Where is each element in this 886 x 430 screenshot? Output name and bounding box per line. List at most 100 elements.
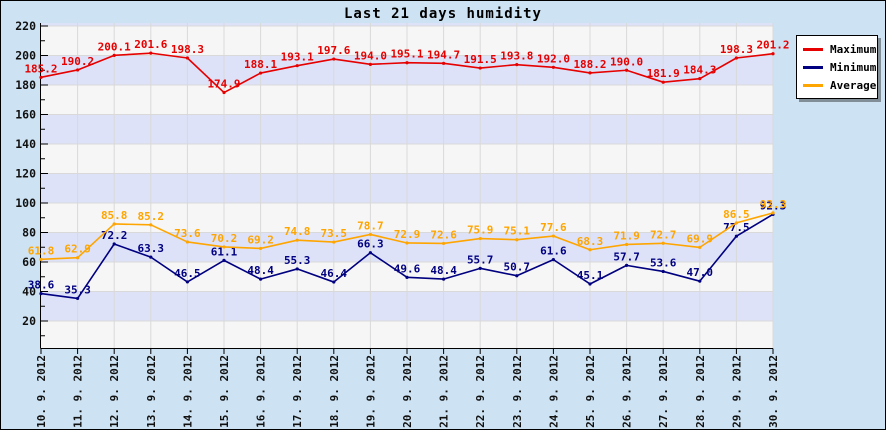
- y-tick-label: 60: [22, 255, 36, 269]
- x-tick-label: 14. 9. 2012: [181, 355, 194, 428]
- legend: Maximum Minimum Average: [796, 35, 878, 99]
- x-tick-label: 16. 9. 2012: [255, 355, 268, 428]
- data-point: [185, 240, 189, 244]
- x-tick-label: 17. 9. 2012: [291, 355, 304, 428]
- chart-title: Last 21 days humidity: [343, 6, 542, 22]
- data-label: 50.7: [504, 261, 531, 274]
- data-point: [39, 75, 43, 79]
- data-label: 190.0: [610, 55, 643, 68]
- data-point: [295, 64, 299, 68]
- x-tick-label: 10. 9. 2012: [35, 355, 48, 428]
- legend-item-minimum: Minimum: [803, 58, 876, 76]
- x-tick-label: 25. 9. 2012: [584, 355, 597, 428]
- data-label: 197.6: [317, 44, 350, 57]
- x-tick-label: 23. 9. 2012: [511, 355, 524, 428]
- data-point: [112, 222, 116, 226]
- x-tick-label: 28. 9. 2012: [694, 355, 707, 428]
- data-label: 194.0: [354, 49, 387, 62]
- data-point: [771, 52, 775, 56]
- data-label: 72.7: [650, 228, 677, 241]
- data-label: 198.3: [171, 43, 204, 56]
- data-point: [698, 245, 702, 249]
- data-label: 61.8: [28, 244, 55, 257]
- data-point: [478, 236, 482, 241]
- data-label: 53.6: [650, 256, 677, 269]
- data-label: 201.6: [134, 38, 167, 51]
- data-point: [625, 263, 629, 267]
- data-point: [112, 53, 116, 57]
- data-label: 188.2: [573, 58, 606, 71]
- data-label: 55.3: [284, 254, 311, 267]
- data-point: [39, 291, 43, 296]
- data-label: 188.1: [244, 58, 277, 71]
- data-point: [625, 242, 629, 247]
- data-label: 201.2: [756, 39, 789, 52]
- data-label: 68.3: [577, 235, 604, 248]
- data-point: [149, 255, 153, 259]
- x-tick-label: 26. 9. 2012: [621, 355, 634, 428]
- legend-swatch-maximum: [803, 47, 823, 51]
- x-tick-label: 22. 9. 2012: [474, 355, 487, 428]
- data-label: 77.5: [723, 221, 750, 234]
- data-point: [222, 90, 226, 95]
- data-point: [551, 65, 556, 69]
- x-tick-label: 24. 9. 2012: [547, 355, 560, 428]
- y-tick-label: 120: [15, 167, 36, 181]
- data-label: 38.6: [28, 279, 55, 292]
- data-label: 181.9: [647, 67, 680, 80]
- x-tick-label: 18. 9. 2012: [328, 355, 341, 428]
- data-point: [368, 251, 372, 255]
- data-point: [515, 274, 519, 278]
- data-point: [185, 280, 189, 284]
- data-point: [295, 238, 299, 242]
- data-point: [222, 258, 226, 262]
- data-point: [259, 71, 263, 75]
- data-label: 57.7: [613, 250, 640, 263]
- y-tick-label: 80: [22, 226, 36, 240]
- data-point: [734, 56, 739, 60]
- data-label: 77.6: [540, 221, 567, 234]
- y-tick-label: 220: [15, 19, 36, 33]
- data-point: [661, 269, 665, 274]
- x-tick-label: 29. 9. 2012: [730, 355, 743, 428]
- y-tick-label: 20: [22, 314, 36, 328]
- data-label: 198.3: [720, 43, 753, 56]
- data-label: 194.7: [427, 48, 460, 61]
- data-point: [76, 68, 80, 72]
- data-point: [698, 77, 702, 81]
- x-tick-label: 19. 9. 2012: [364, 355, 377, 428]
- data-label: 72.2: [101, 229, 128, 242]
- data-point: [295, 267, 299, 271]
- x-tick-label: 21. 9. 2012: [438, 355, 451, 428]
- y-tick-label: 160: [15, 108, 36, 122]
- data-label: 70.2: [211, 232, 238, 245]
- data-point: [76, 256, 80, 260]
- data-point: [734, 234, 739, 238]
- data-label: 72.6: [430, 228, 457, 241]
- x-tick-label: 12. 9. 2012: [108, 355, 121, 428]
- data-point: [222, 245, 226, 249]
- data-label: 73.6: [174, 227, 201, 240]
- data-label: 63.3: [138, 242, 165, 255]
- y-tick-label: 100: [15, 196, 36, 210]
- data-label: 45.1: [577, 269, 604, 282]
- data-point: [588, 71, 592, 75]
- data-label: 92.3: [760, 199, 787, 212]
- data-point: [76, 296, 80, 301]
- data-label: 184.3: [683, 64, 716, 77]
- legend-swatch-minimum: [803, 65, 823, 69]
- data-point: [442, 277, 446, 281]
- data-label: 71.9: [613, 229, 640, 242]
- data-point: [185, 56, 189, 60]
- data-label: 193.8: [500, 50, 533, 63]
- data-point: [442, 241, 446, 246]
- data-point: [442, 61, 446, 65]
- x-tick-label: 20. 9. 2012: [401, 355, 414, 428]
- y-tick-label: 180: [15, 78, 36, 92]
- data-label: 85.8: [101, 209, 128, 222]
- data-point: [259, 246, 263, 251]
- data-point: [625, 68, 629, 72]
- data-label: 61.1: [211, 245, 238, 258]
